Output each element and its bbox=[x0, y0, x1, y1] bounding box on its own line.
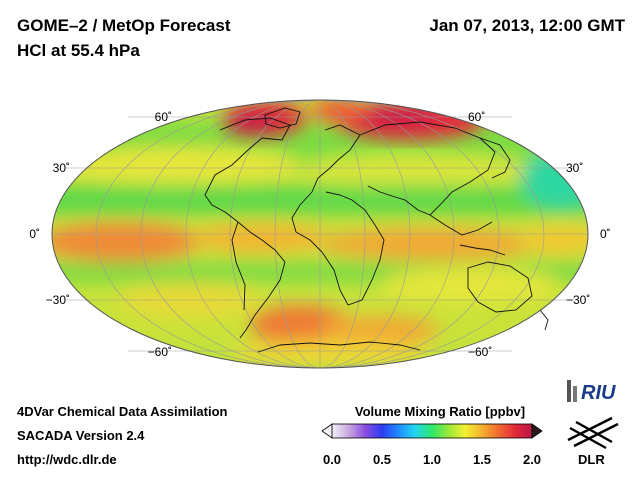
lat-label-left-m30: −30˚ bbox=[46, 293, 70, 307]
riu-logo-text: RIU bbox=[581, 382, 616, 404]
coastlines bbox=[204, 107, 549, 353]
colorbar-gradient bbox=[331, 423, 533, 439]
footer-method: 4DVar Chemical Data Assimilation bbox=[17, 404, 228, 419]
lat-label-left-60: 60˚ bbox=[155, 110, 172, 124]
footer-url: http://wdc.dlr.de bbox=[17, 452, 117, 467]
colorbar-max-arrow bbox=[531, 423, 543, 439]
map-border bbox=[51, 99, 589, 369]
dlr-logo: DLR bbox=[567, 416, 619, 467]
riu-logo: RIU bbox=[567, 380, 616, 404]
latitude-labels: 60˚ 30˚ 0˚ −30˚ −60˚ 60˚ 30˚ 0˚ −30˚ −60… bbox=[29, 110, 610, 359]
colorbar-title: Volume Mixing Ratio [ppbv] bbox=[354, 404, 526, 419]
forecast-datetime: Jan 07, 2013, 12:00 GMT bbox=[429, 16, 625, 35]
colorbar-tick-label: 0.5 bbox=[372, 452, 392, 467]
lat-label-right-0: 0˚ bbox=[600, 227, 611, 241]
dlr-logo-text: DLR bbox=[578, 452, 605, 467]
colorbar-tick-label: 2.0 bbox=[522, 452, 542, 467]
lat-label-left-0: 0˚ bbox=[29, 227, 40, 241]
lat-label-left-30: 30˚ bbox=[53, 161, 70, 175]
map-title: GOME–2 / MetOp Forecast bbox=[17, 16, 231, 35]
footer-version: SACADA Version 2.4 bbox=[17, 428, 145, 443]
lat-label-left-m60: −60˚ bbox=[148, 345, 172, 359]
lat-label-right-m30: −30˚ bbox=[566, 293, 590, 307]
lat-label-right-60: 60˚ bbox=[468, 110, 485, 124]
lat-label-right-m60: −60˚ bbox=[468, 345, 492, 359]
map-subtitle: HCl at 55.4 hPa bbox=[17, 41, 140, 60]
colorbar-tick-label: 1.5 bbox=[472, 452, 492, 467]
colorbar-tick-label: 0.0 bbox=[322, 452, 342, 467]
lat-label-right-30: 30˚ bbox=[566, 161, 583, 175]
world-map: 60˚ 30˚ 0˚ −30˚ −60˚ 60˚ 30˚ 0˚ −30˚ −60… bbox=[29, 99, 611, 369]
colorbar-tick-label: 1.0 bbox=[422, 452, 442, 467]
colorbar-min-arrow bbox=[321, 423, 333, 439]
